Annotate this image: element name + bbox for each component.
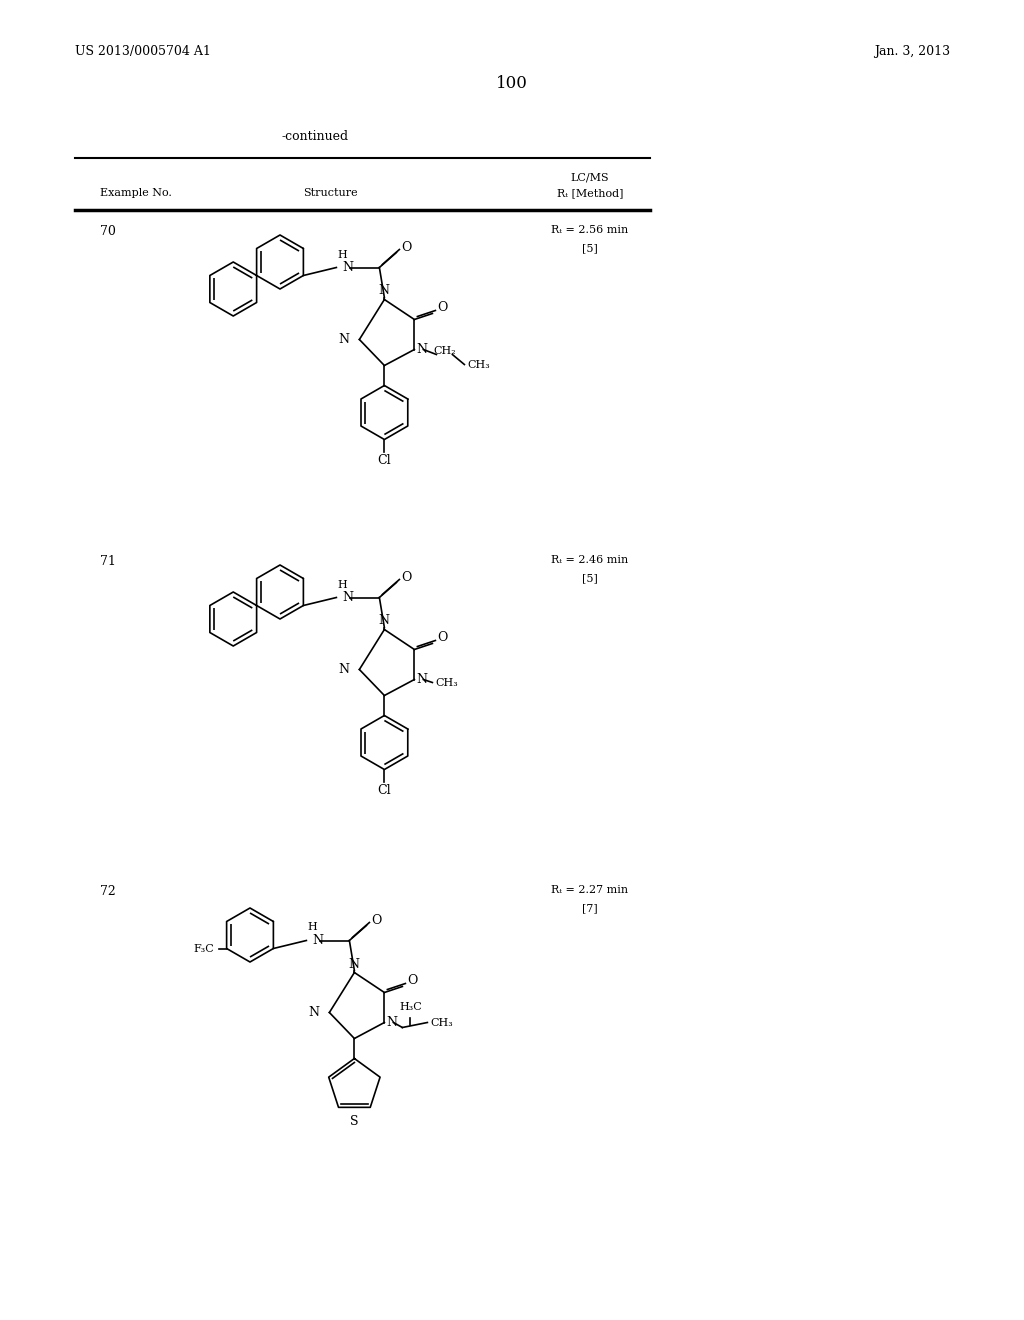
Text: N: N bbox=[342, 261, 353, 275]
Text: N: N bbox=[338, 333, 349, 346]
Text: N: N bbox=[348, 957, 358, 970]
Text: N: N bbox=[308, 1006, 319, 1019]
Text: -continued: -continued bbox=[282, 129, 348, 143]
Text: Structure: Structure bbox=[303, 187, 357, 198]
Text: N: N bbox=[386, 1016, 397, 1030]
Text: 71: 71 bbox=[100, 554, 116, 568]
Text: Rₜ = 2.56 min: Rₜ = 2.56 min bbox=[551, 224, 629, 235]
Text: O: O bbox=[408, 974, 418, 987]
Text: H: H bbox=[307, 923, 317, 932]
Text: [7]: [7] bbox=[582, 903, 598, 913]
Text: O: O bbox=[401, 572, 412, 583]
Text: O: O bbox=[437, 301, 447, 314]
Text: US 2013/0005704 A1: US 2013/0005704 A1 bbox=[75, 45, 211, 58]
Text: Jan. 3, 2013: Jan. 3, 2013 bbox=[873, 45, 950, 58]
Text: CH₂: CH₂ bbox=[433, 346, 456, 356]
Text: N: N bbox=[417, 343, 427, 356]
Text: N: N bbox=[417, 673, 427, 686]
Text: [5]: [5] bbox=[582, 243, 598, 253]
Text: H₃C: H₃C bbox=[399, 1002, 422, 1012]
Text: N: N bbox=[342, 591, 353, 605]
Text: 100: 100 bbox=[496, 75, 528, 92]
Text: 70: 70 bbox=[100, 224, 116, 238]
Text: N: N bbox=[312, 935, 324, 946]
Text: O: O bbox=[437, 631, 447, 644]
Text: S: S bbox=[350, 1115, 358, 1129]
Text: Cl: Cl bbox=[378, 784, 391, 797]
Text: Example No.: Example No. bbox=[100, 187, 172, 198]
Text: 72: 72 bbox=[100, 884, 116, 898]
Text: CH₃: CH₃ bbox=[430, 1018, 454, 1027]
Text: Rₜ = 2.46 min: Rₜ = 2.46 min bbox=[551, 554, 629, 565]
Text: H: H bbox=[338, 249, 347, 260]
Text: Cl: Cl bbox=[378, 454, 391, 467]
Text: Rₜ = 2.27 min: Rₜ = 2.27 min bbox=[552, 884, 629, 895]
Text: N: N bbox=[378, 285, 389, 297]
Text: [5]: [5] bbox=[582, 573, 598, 583]
Text: CH₃: CH₃ bbox=[467, 359, 490, 370]
Text: LC/MS: LC/MS bbox=[570, 172, 609, 182]
Text: O: O bbox=[372, 913, 382, 927]
Text: N: N bbox=[338, 663, 349, 676]
Text: CH₃: CH₃ bbox=[435, 677, 458, 688]
Text: Rₜ [Method]: Rₜ [Method] bbox=[557, 187, 624, 198]
Text: F₃C: F₃C bbox=[194, 944, 215, 953]
Text: O: O bbox=[401, 242, 412, 253]
Text: H: H bbox=[338, 579, 347, 590]
Text: N: N bbox=[378, 615, 389, 627]
